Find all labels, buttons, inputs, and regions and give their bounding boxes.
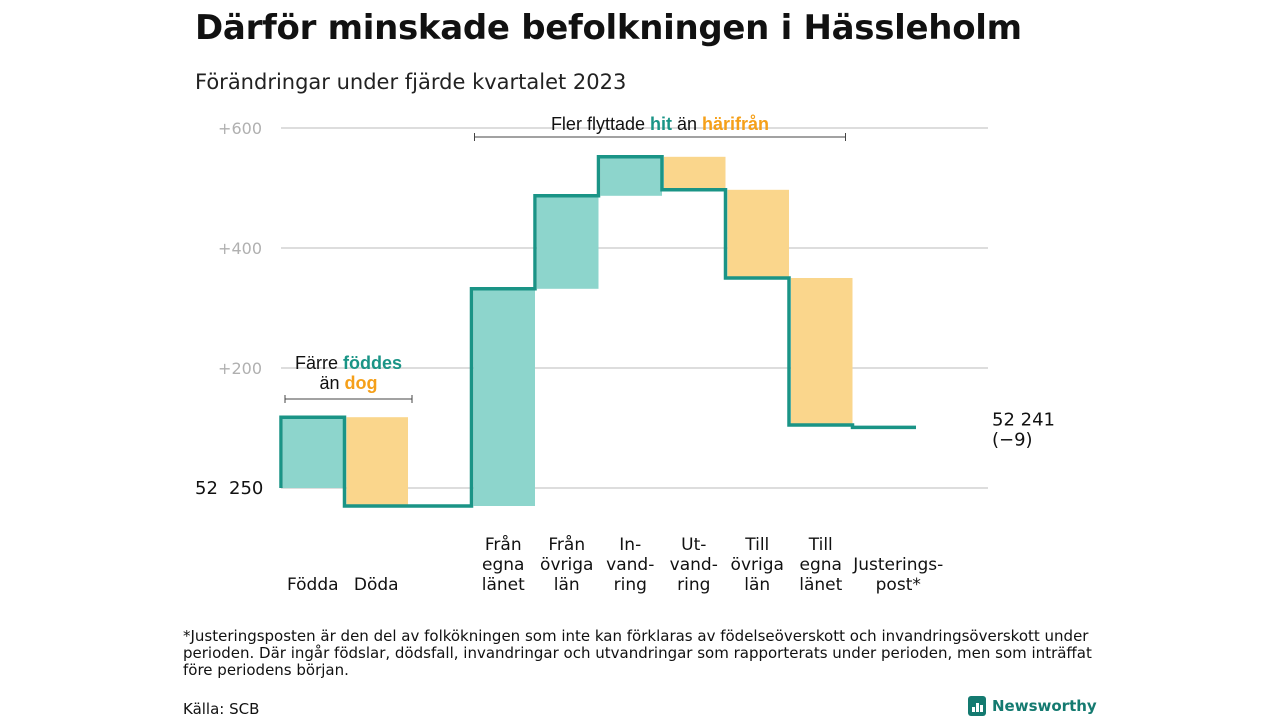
bar: [727, 189, 789, 278]
x-axis-label: Ut-: [681, 535, 706, 555]
y-tick-label: +600: [218, 119, 262, 138]
bar: [664, 156, 726, 190]
footnote: *Justeringsposten är den del av folkökni…: [183, 627, 1092, 679]
population-step-line: [279, 155, 916, 508]
x-axis-label: egna: [482, 555, 524, 575]
x-axis-label: vand-: [606, 555, 654, 575]
chart-subtitle: Förändringar under fjärde kvartalet 2023: [195, 70, 627, 94]
x-axis-label: post*: [876, 575, 921, 595]
y-tick-label: +400: [218, 239, 262, 258]
y-tick-label: +200: [218, 359, 262, 378]
bar: [791, 278, 853, 425]
end-value-label: 52 241: [992, 409, 1055, 430]
x-axis-label: Justerings-: [852, 555, 943, 575]
x-axis-label: Döda: [354, 575, 399, 595]
x-axis-label: ring: [677, 575, 710, 595]
x-axis-label: län: [744, 575, 770, 595]
start-value-right: 250: [229, 478, 263, 499]
x-axis-label: Till: [808, 535, 833, 555]
x-axis-label: Till: [744, 535, 769, 555]
x-axis-label: Från: [548, 534, 585, 555]
x-axis-label: Från: [485, 534, 522, 555]
x-axis-label: län: [554, 575, 580, 595]
x-axis-label: ring: [614, 575, 647, 595]
waterfall-chart: +600 +400 +200 52 250 52 241(−9) Födda Döda Från…: [195, 114, 1055, 595]
x-axis-label: övriga: [731, 555, 784, 575]
newsworthy-logo-icon: [968, 696, 986, 716]
bar: [473, 288, 535, 506]
bar: [346, 417, 408, 506]
chart-title: Därför minskade befolkningen i Hässlehol…: [195, 8, 1022, 48]
x-axis-label: vand-: [670, 555, 718, 575]
brand-name: Newsworthy: [992, 697, 1097, 715]
births-annotation-line2: än dog: [319, 373, 377, 393]
births-annotation-line1: Färre föddes: [295, 353, 402, 373]
bar: [537, 195, 599, 289]
source-label: Källa: SCB: [183, 700, 260, 718]
migration-annotation: Fler flyttade hit än härifrån: [551, 114, 769, 134]
x-axis-label: länet: [482, 575, 525, 595]
x-axis-label: egna: [800, 555, 842, 575]
start-value-left: 52: [195, 478, 218, 499]
x-axis-label: In-: [619, 535, 641, 555]
x-axis-label: övriga: [540, 555, 593, 575]
x-axis-label: länet: [799, 575, 842, 595]
x-axis-label: Födda: [287, 575, 339, 595]
bar: [600, 156, 662, 196]
newsworthy-logo: Newsworthy: [968, 696, 1097, 716]
bar: [283, 417, 345, 488]
end-change-label: (−9): [992, 429, 1033, 450]
